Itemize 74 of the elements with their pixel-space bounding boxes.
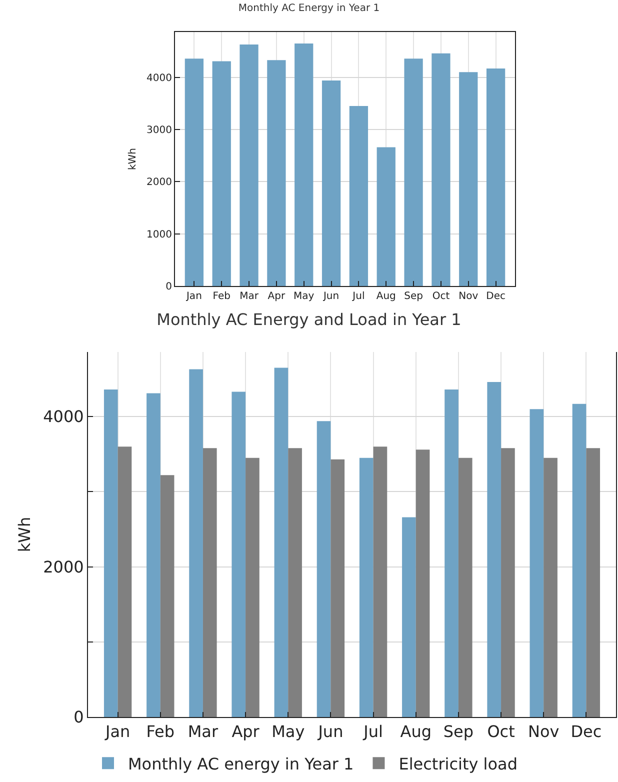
x-tick-label: May: [294, 291, 314, 302]
bar: [432, 53, 450, 286]
bar: [359, 458, 374, 717]
bar: [572, 404, 586, 717]
bar: [184, 58, 204, 286]
chart-title: Monthly AC Energy and Load in Year 1: [156, 310, 462, 330]
chart-title: Monthly AC Energy in Year 1: [238, 3, 380, 14]
legend-label: Electricity load: [398, 754, 518, 774]
x-tick-label: May: [272, 722, 305, 742]
x-tick-label: Aug: [400, 722, 432, 742]
bar: [322, 80, 341, 286]
bar: [267, 60, 286, 286]
y-tick-label: 2000: [43, 557, 84, 576]
bar: [146, 393, 160, 717]
x-tick-label: Oct: [432, 291, 450, 302]
x-tick-label: Aug: [376, 291, 396, 302]
bar: [459, 72, 478, 286]
y-axis-title: kWh: [14, 516, 34, 552]
bar: [160, 475, 174, 717]
x-tick-label: Jun: [317, 722, 344, 742]
bar: [274, 368, 288, 717]
bar: [501, 448, 515, 717]
bar: [104, 390, 118, 717]
x-tick-label: Feb: [212, 291, 230, 302]
bar: [118, 446, 132, 717]
bar: [316, 421, 331, 717]
bar: [212, 61, 231, 286]
bar: [376, 147, 396, 286]
bar: [544, 458, 558, 717]
bar: [240, 44, 258, 286]
bar: [444, 390, 458, 717]
bar: [416, 450, 430, 717]
bar: [373, 446, 388, 717]
bar: [586, 448, 600, 717]
x-tick-label: Dec: [570, 722, 602, 742]
x-tick-label: Dec: [486, 291, 506, 302]
x-tick-label: Nov: [458, 291, 478, 302]
x-tick-label: Mar: [188, 722, 218, 742]
y-tick-label: 0: [74, 708, 84, 727]
bar: [330, 459, 345, 717]
x-tick-label: Feb: [146, 722, 175, 742]
bar: [404, 58, 423, 286]
x-tick-label: Sep: [404, 291, 423, 302]
bar: [486, 68, 506, 286]
bar: [487, 382, 502, 717]
bar: [288, 448, 302, 717]
x-tick-label: Jan: [185, 291, 202, 302]
y-tick-label: 2000: [146, 177, 172, 188]
y-tick-label: 1000: [146, 229, 172, 240]
bar: [232, 392, 246, 717]
x-tick-label: Nov: [528, 722, 560, 742]
bar: [349, 106, 368, 286]
bar: [530, 409, 544, 717]
y-tick-label: 0: [166, 282, 172, 292]
x-tick-label: Jul: [362, 722, 383, 742]
x-tick-label: Apr: [232, 722, 260, 742]
bar: [402, 517, 416, 717]
x-tick-label: Apr: [268, 291, 286, 302]
y-axis-title: kWh: [128, 148, 139, 170]
bar: [294, 43, 314, 286]
x-tick-label: Mar: [240, 291, 260, 302]
y-tick-label: 4000: [146, 72, 172, 84]
x-tick-label: Jun: [322, 291, 340, 302]
legend-label: Monthly AC energy in Year 1: [128, 754, 354, 774]
bar: [202, 448, 217, 717]
bar: [458, 458, 472, 717]
bar: [189, 369, 203, 717]
bar: [246, 458, 260, 717]
x-tick-label: Jan: [104, 722, 130, 742]
y-tick-label: 4000: [43, 407, 84, 426]
x-tick-label: Jul: [352, 291, 365, 302]
y-tick-label: 3000: [146, 125, 172, 136]
x-tick-label: Sep: [443, 722, 474, 742]
x-tick-label: Oct: [487, 722, 515, 742]
